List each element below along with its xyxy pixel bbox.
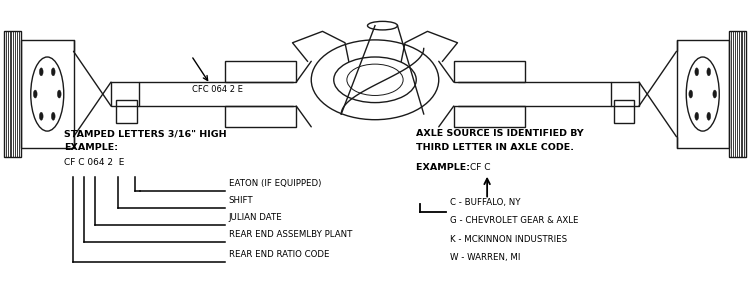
Text: JULIAN DATE: JULIAN DATE [229,213,283,222]
Text: W - WARREN, MI: W - WARREN, MI [450,253,520,262]
Ellipse shape [694,68,699,76]
Text: STAMPED LETTERS 3/16" HIGH: STAMPED LETTERS 3/16" HIGH [64,129,226,138]
Text: G - CHEVROLET GEAR & AXLE: G - CHEVROLET GEAR & AXLE [450,216,578,225]
Ellipse shape [40,68,44,76]
Ellipse shape [51,112,55,120]
Ellipse shape [33,90,37,98]
Text: REAR END RATIO CODE: REAR END RATIO CODE [229,250,329,259]
Text: EXAMPLE:: EXAMPLE: [416,163,473,172]
Ellipse shape [51,68,56,76]
Ellipse shape [712,90,717,98]
Ellipse shape [694,112,699,120]
Text: REAR END ASSEMLBY PLANT: REAR END ASSEMLBY PLANT [229,230,352,239]
Text: EATON (IF EQUIPPED): EATON (IF EQUIPPED) [229,179,321,188]
Text: K - MCKINNON INDUSTRIES: K - MCKINNON INDUSTRIES [450,235,567,244]
Ellipse shape [39,112,43,120]
Text: THIRD LETTER IN AXLE CODE.: THIRD LETTER IN AXLE CODE. [416,143,574,152]
Text: AXLE SOURCE IS IDENTIFIED BY: AXLE SOURCE IS IDENTIFIED BY [416,129,584,138]
Text: CF C 064 2  E: CF C 064 2 E [64,158,124,167]
Text: SHIFT: SHIFT [229,196,254,205]
Text: CF C: CF C [470,163,490,172]
Ellipse shape [688,90,693,98]
Text: C - BUFFALO, NY: C - BUFFALO, NY [450,198,520,207]
Text: EXAMPLE:: EXAMPLE: [64,143,118,152]
Ellipse shape [57,90,62,98]
Ellipse shape [706,112,711,120]
Text: CFC 064 2 E: CFC 064 2 E [192,85,243,94]
Ellipse shape [706,68,711,76]
